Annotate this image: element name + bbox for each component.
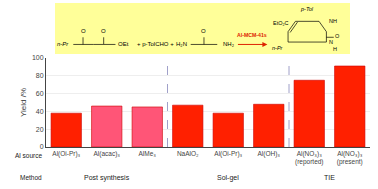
svg-text:40: 40 bbox=[36, 108, 44, 115]
svg-text:NaAlO₂: NaAlO₂ bbox=[177, 150, 199, 157]
svg-text:0: 0 bbox=[40, 143, 44, 150]
svg-text:NH: NH bbox=[329, 18, 337, 24]
svg-text:NH₂: NH₂ bbox=[223, 41, 235, 47]
svg-text:100: 100 bbox=[32, 54, 44, 61]
svg-text:EtO₂C: EtO₂C bbox=[273, 20, 289, 26]
svg-text:Al source: Al source bbox=[15, 152, 42, 159]
svg-text:Al(OH)₃: Al(OH)₃ bbox=[257, 150, 280, 158]
svg-text:O: O bbox=[201, 28, 206, 34]
svg-text:H: H bbox=[333, 46, 337, 52]
svg-text:n-Pr: n-Pr bbox=[57, 41, 69, 47]
svg-text:Yield /%: Yield /% bbox=[19, 88, 28, 117]
svg-text:20: 20 bbox=[36, 126, 44, 133]
svg-text:Al(acac)₃: Al(acac)₃ bbox=[94, 150, 121, 158]
svg-text:O: O bbox=[81, 28, 86, 34]
svg-text:O: O bbox=[101, 28, 106, 34]
svg-text:p-Tol: p-Tol bbox=[300, 6, 314, 12]
svg-text:Al(NO₃)₃(present): Al(NO₃)₃(present) bbox=[337, 150, 363, 166]
svg-text:AlMe₃: AlMe₃ bbox=[139, 150, 157, 157]
svg-text:80: 80 bbox=[36, 72, 44, 79]
svg-text:Post synthesis: Post synthesis bbox=[84, 174, 130, 182]
svg-text:OEt: OEt bbox=[118, 41, 129, 47]
svg-text:Method: Method bbox=[20, 174, 42, 181]
svg-text:Sol-gel: Sol-gel bbox=[217, 174, 239, 182]
svg-text:+ p-TolCHO +: + p-TolCHO + bbox=[137, 41, 174, 47]
svg-text:O: O bbox=[335, 33, 340, 39]
svg-text:Al-MCM-41s: Al-MCM-41s bbox=[237, 32, 267, 38]
svg-text:n-Pr: n-Pr bbox=[272, 45, 284, 51]
svg-text:H₂N: H₂N bbox=[176, 41, 187, 47]
svg-text:Al(NO₃)₃(reported): Al(NO₃)₃(reported) bbox=[295, 150, 324, 166]
svg-text:60: 60 bbox=[36, 90, 44, 97]
svg-text:Al(Oi-Pr)₃: Al(Oi-Pr)₃ bbox=[214, 150, 242, 158]
svg-text:N: N bbox=[329, 39, 333, 45]
svg-text:TIE: TIE bbox=[324, 174, 335, 181]
svg-text:Al(Oi-Pr)₃: Al(Oi-Pr)₃ bbox=[52, 150, 80, 158]
